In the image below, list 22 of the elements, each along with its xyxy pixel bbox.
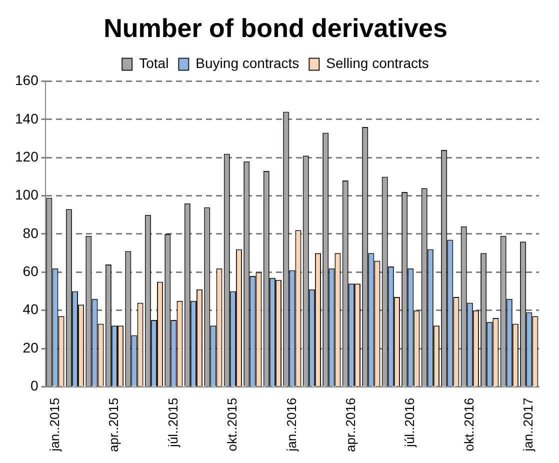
y-tick-label: 80 bbox=[22, 224, 39, 241]
y-tick-label: 60 bbox=[22, 263, 39, 280]
legend-label: Total bbox=[139, 55, 169, 72]
y-tick-label: 100 bbox=[15, 186, 39, 203]
chart-title: Number of bond derivatives bbox=[104, 12, 448, 43]
legend-label: Selling contracts bbox=[326, 55, 429, 72]
x-tick-label: jan..2015 bbox=[46, 398, 62, 452]
y-tick-label: 140 bbox=[15, 110, 39, 126]
y-tick-label: 0 bbox=[30, 378, 39, 394]
x-tick-label: jan..2016 bbox=[284, 398, 299, 452]
x-tick-label: apr..2016 bbox=[342, 398, 358, 452]
y-tick-label: 160 bbox=[15, 72, 39, 88]
x-tick-label: júl..2016 bbox=[402, 398, 418, 448]
x-tick-label: jan..2017 bbox=[520, 398, 536, 452]
y-tick-label: 120 bbox=[15, 148, 39, 164]
x-tick-label: okt..2015 bbox=[224, 398, 240, 452]
x-tick-label: apr..2015 bbox=[106, 398, 122, 452]
x-tick-label: júl..2015 bbox=[165, 398, 180, 448]
y-tick-label: 40 bbox=[22, 301, 39, 318]
legend-label: Buying contracts bbox=[196, 55, 300, 72]
x-tick-label: okt..2016 bbox=[461, 398, 476, 452]
y-tick-label: 20 bbox=[22, 339, 39, 356]
